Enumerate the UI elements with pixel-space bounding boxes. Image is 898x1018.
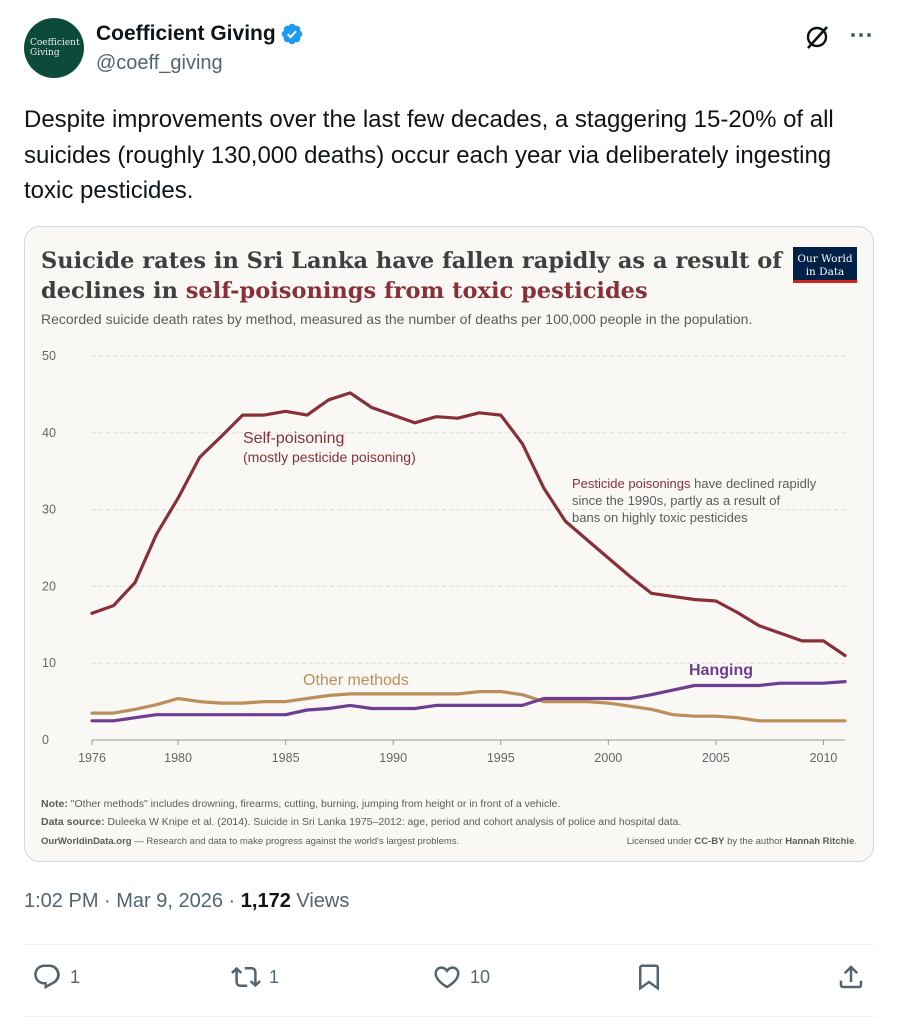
pesticide-annotation-line3: bans on highly toxic pesticides [572,510,748,525]
heart-icon [434,966,460,989]
chart-source: Data source: Duleeka W Knipe et al. (201… [41,816,681,828]
x-tick-label: 1985 [272,751,300,765]
x-tick-label: 1976 [78,751,106,765]
action-bar: 1 1 10 [24,962,874,1006]
x-tick-label: 2010 [810,751,838,765]
y-tick-label: 30 [42,503,56,517]
avatar[interactable]: Coefficient Giving [24,18,84,78]
display-name[interactable]: Coefficient Giving [96,22,276,45]
views-label: Views [290,890,350,912]
chart-note-text: "Other methods" includes drowning, firea… [68,798,560,810]
y-tick-label: 20 [42,579,56,593]
handle[interactable]: @coeff_giving [96,52,223,74]
pesticide-annotation-bold: Pesticide poisonings [572,476,691,491]
license-author: Hannah Ritchie [785,836,854,847]
other-methods-label: Other methods [303,672,409,689]
pesticide-annotation-rest: have declined rapidly [691,476,817,491]
chart-title-line2: declines in self-poisonings from toxic p… [41,278,648,304]
y-tick-label: 10 [42,656,56,670]
reply-button[interactable]: 1 [32,962,80,992]
chart-title-line1: Suicide rates in Sri Lanka have fallen r… [41,248,783,274]
x-tick-label: 1990 [379,751,407,765]
like-button[interactable]: 10 [432,962,490,992]
share-button[interactable] [836,962,866,992]
avatar-text-2: Giving [30,48,60,58]
x-tick-label: 1995 [487,751,515,765]
repost-icon [231,966,261,988]
tweet-meta: 1:02 PM · Mar 9, 2026 · 1,172 Views [24,890,349,913]
owid-logo-line1: Our World [797,253,853,265]
series-line-hanging [90,680,847,723]
like-count: 10 [470,966,491,987]
timestamp[interactable]: 1:02 PM · Mar 9, 2026 · [24,890,241,912]
name-row: Coefficient Giving [96,22,304,46]
license-end: . [854,836,857,847]
chart-footer-license: Licensed under CC-BY by the author Hanna… [627,836,857,847]
y-tick-label: 50 [42,349,56,363]
tweet-text: Despite improvements over the last few d… [24,106,834,204]
x-tick-label: 2000 [594,751,622,765]
x-tick-label: 1980 [164,751,192,765]
series-lines [90,391,847,723]
x-tick-label: 2005 [702,751,730,765]
axis-ticks: 0 10 20 30 40 50 1976 1980 1985 1990 1995 2000 2005 2… [42,349,837,765]
license-pre: Licensed under [627,836,695,847]
chart-title-highlight: self-poisonings from toxic pesticides [186,278,648,304]
owid-logo-line2: in Data [806,266,845,278]
chart-footer-site-rest: — Research and data to make progress aga… [132,836,460,847]
hanging-label: Hanging [689,662,753,679]
license-cc: CC-BY [694,836,725,847]
reply-icon [34,964,60,990]
chart-source-bold: Data source: [41,816,105,828]
tweet-header: Coefficient Giving Coefficient Giving @c… [24,18,874,80]
divider-bottom [24,1016,874,1017]
chart-footer-site: OurWorldinData.org — Research and data t… [41,836,459,847]
self-poisoning-sublabel: (mostly pesticide poisoning) [243,449,416,465]
chart: Suicide rates in Sri Lanka have fallen r… [41,247,857,847]
chart-note: Note: "Other methods" includes drowning,… [41,798,560,810]
reply-count: 1 [70,966,81,987]
y-tick-label: 0 [42,733,49,747]
grid [92,355,845,741]
pesticide-annotation-line2: since the 1990s, partly as a result of [572,493,781,508]
self-poisoning-label: Self-poisoning [243,430,344,447]
chart-card[interactable]: Suicide rates in Sri Lanka have fallen r… [24,226,874,862]
avatar-text-1: Coefficient [30,38,80,48]
more-icon[interactable] [848,22,874,48]
repost-count: 1 [269,966,280,987]
share-icon [839,965,863,989]
chart-title-line2-prefix: declines in [41,278,186,304]
grok-icon[interactable] [804,24,830,50]
repost-button[interactable]: 1 [231,962,279,992]
divider [24,944,874,945]
license-mid: by the author [724,836,785,847]
bookmark-button[interactable] [634,962,664,992]
bookmark-icon [639,964,659,991]
views-count: 1,172 [240,890,291,912]
chart-subtitle: Recorded suicide death rates by method, … [41,311,752,327]
chart-note-bold: Note: [41,798,68,810]
series-line-other-methods [90,690,847,723]
series-line-self-poisoning [90,391,847,658]
chart-footer-site-name: OurWorldinData.org [41,836,132,847]
verified-badge-icon [281,23,302,45]
chart-source-text: Duleeka W Knipe et al. (2014). Suicide i… [105,816,682,828]
y-tick-label: 40 [42,426,56,440]
pesticide-annotation-line1: Pesticide poisonings have declined rapid… [572,476,817,491]
owid-logo[interactable]: Our World in Data [793,247,857,283]
